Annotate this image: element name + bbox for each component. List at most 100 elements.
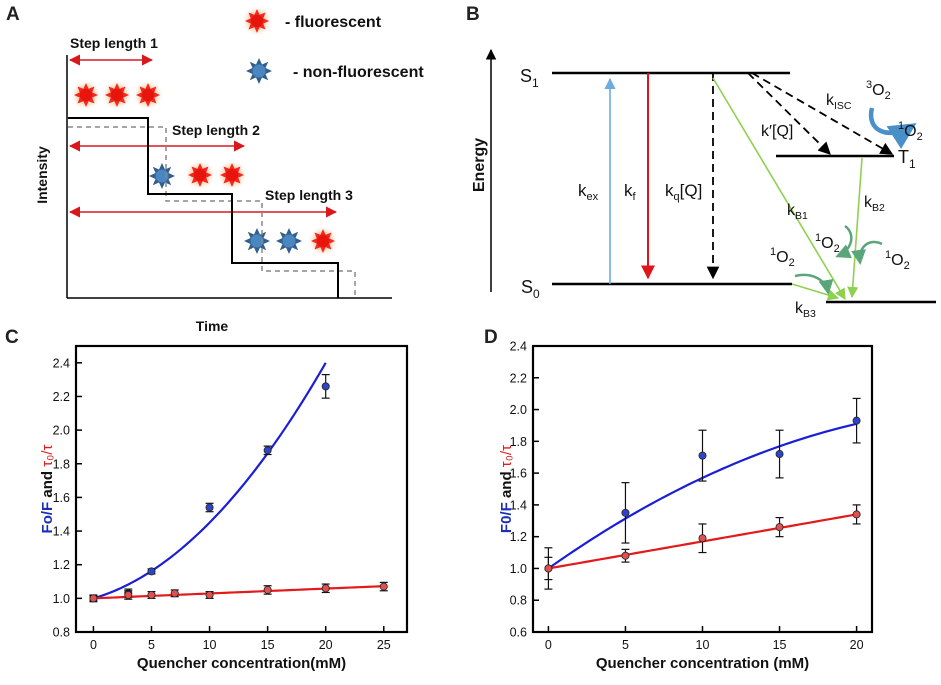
x-tick-label: 20: [319, 638, 333, 652]
axis-label-intensity: Intensity: [34, 146, 50, 204]
step-length-1-label: Step length 1: [70, 35, 158, 51]
data-point: [379, 582, 388, 591]
triplet-oxygen-label: 3O2: [866, 79, 891, 102]
s1-label: S1: [520, 66, 539, 90]
data-point: [321, 584, 330, 593]
data-point: [852, 510, 861, 519]
kb3-arrow: [791, 283, 840, 301]
y-tick-label: 2.0: [510, 403, 527, 417]
t1-label: T1: [898, 147, 916, 171]
plot-frame: [74, 344, 409, 634]
fluorescent-star-icon: [217, 160, 247, 190]
kf-label: kf: [624, 181, 637, 203]
x-tick-label: 0: [545, 638, 552, 652]
y-tick-label: 1.0: [53, 592, 70, 606]
data-point: [147, 567, 156, 576]
s0-label: S0: [521, 277, 540, 301]
y-tick-label: 1.8: [53, 457, 70, 471]
data-point: [775, 450, 784, 459]
data-point: [170, 589, 179, 598]
legend-fluorescent-label: - fluorescent: [285, 14, 382, 31]
singlet-oxygen-label: 1O2: [770, 246, 795, 269]
legend-fluorescent: - fluorescent: [242, 6, 382, 36]
x-axis-label: Quencher concentration (mM): [596, 655, 809, 672]
y-tick-label: 1.8: [510, 435, 527, 449]
x-axis-label: Quencher concentration(mM): [137, 655, 346, 672]
data-point: [124, 590, 133, 599]
kisc-label: kISC: [826, 92, 852, 112]
data-point: [205, 503, 214, 512]
y-tick-label: 1.6: [510, 467, 527, 481]
data-point: [621, 508, 630, 517]
y-tick-label: 2.2: [53, 390, 70, 404]
oxygen-curl-arrow: [851, 240, 883, 265]
x-tick-label: 15: [773, 638, 787, 652]
data-point: [321, 382, 330, 391]
data-point: [621, 551, 630, 560]
y-tick-label: 1.6: [53, 491, 70, 505]
oxygen-curl-arrow: [794, 273, 834, 295]
step-length-2-label: Step length 2: [172, 122, 260, 138]
fluorescent-star-icon: [308, 226, 338, 256]
data-point: [775, 523, 784, 532]
singlet-oxygen-label: 1O2: [885, 249, 910, 272]
chart-d: 0 5 10 15 20 0.6 0.8 1.0 1.2 1.4 1.6 1.8 2.0 2.2 2.4 Qu…: [498, 340, 874, 672]
data-point: [89, 594, 98, 603]
kprime-label: k′[Q]: [761, 123, 793, 140]
y-tick-label: 1.0: [510, 562, 527, 576]
fit-line-red: [93, 585, 384, 600]
y-tick-label: 0.6: [510, 626, 527, 640]
kb2-arrow: [847, 157, 863, 299]
stars-row-1: [71, 80, 163, 110]
data-point: [852, 416, 861, 425]
data-point: [205, 590, 214, 599]
y-tick-label: 1.2: [510, 530, 527, 544]
intensity-trace: [68, 117, 339, 298]
y-tick-label: 1.4: [510, 498, 527, 512]
data-point: [147, 590, 156, 599]
x-tick-label: 25: [377, 638, 391, 652]
data-point: [263, 446, 272, 455]
oxygen-curl-arrow: [835, 224, 853, 259]
y-tick-label: 1.4: [53, 525, 70, 539]
axis-label-time: Time: [196, 318, 229, 334]
panel-label-d: D: [484, 327, 498, 348]
x-tick-label: 10: [203, 638, 217, 652]
kb1-label: kB1: [787, 202, 808, 222]
stars-row-2: [149, 160, 247, 190]
x-tick-label: 5: [622, 638, 629, 652]
data-point: [544, 564, 553, 573]
y-axis-label: F0/F and τ₀/τ: [498, 445, 515, 533]
non-fluorescent-star-icon: [276, 228, 302, 254]
step-length-3-label: Step length 3: [265, 187, 353, 203]
fluorescent-star-icon: [185, 160, 215, 190]
isc-arrow: [751, 72, 894, 155]
legend-non-fluorescent: - non-fluorescent: [246, 58, 424, 84]
singlet-oxygen-label: 1O2: [815, 232, 840, 255]
panel-d: D 0 5 10 15 20 0.6 0.8 1.0 1.2 1.4 1.6 1.8 2.0 2.2 2.4…: [484, 327, 874, 672]
energy-axis-label: Energy: [471, 138, 488, 192]
panel-a: A - fluorescent - non-fluorescent Step l…: [6, 4, 424, 334]
data-point: [263, 585, 272, 594]
singlet-oxygen-label: 1O2: [898, 120, 923, 143]
non-fluorescent-star-icon: [244, 228, 270, 254]
x-tick-label: 20: [850, 638, 864, 652]
kprime-arrow: [747, 72, 831, 155]
legend-non-fluorescent-label: - non-fluorescent: [293, 64, 424, 81]
fluorescent-star-icon: [102, 80, 132, 110]
fluorescent-star-icon: [71, 80, 101, 110]
fit-line-blue: [93, 362, 327, 600]
x-tick-label: 0: [90, 638, 97, 652]
y-tick-label: 2.4: [53, 356, 70, 370]
x-tick-label: 10: [696, 638, 710, 652]
kex-label: kex: [578, 181, 599, 203]
y-axis-label: Fo/F and τ₀/τ: [39, 444, 56, 533]
panel-c: C 0 5 10 15 20 25 0.8 1.0 1.2 1.4 1.6 1.8 2.0 2.2 2.4 Q…: [5, 327, 409, 672]
stars-row-3: [244, 226, 338, 256]
y-tick-label: 2.4: [510, 340, 527, 354]
fluorescent-star-icon: [242, 6, 272, 36]
data-point: [698, 451, 707, 460]
kb1-arrow: [712, 77, 846, 300]
y-tick-label: 0.8: [53, 626, 70, 640]
y-tick-label: 0.8: [510, 594, 527, 608]
